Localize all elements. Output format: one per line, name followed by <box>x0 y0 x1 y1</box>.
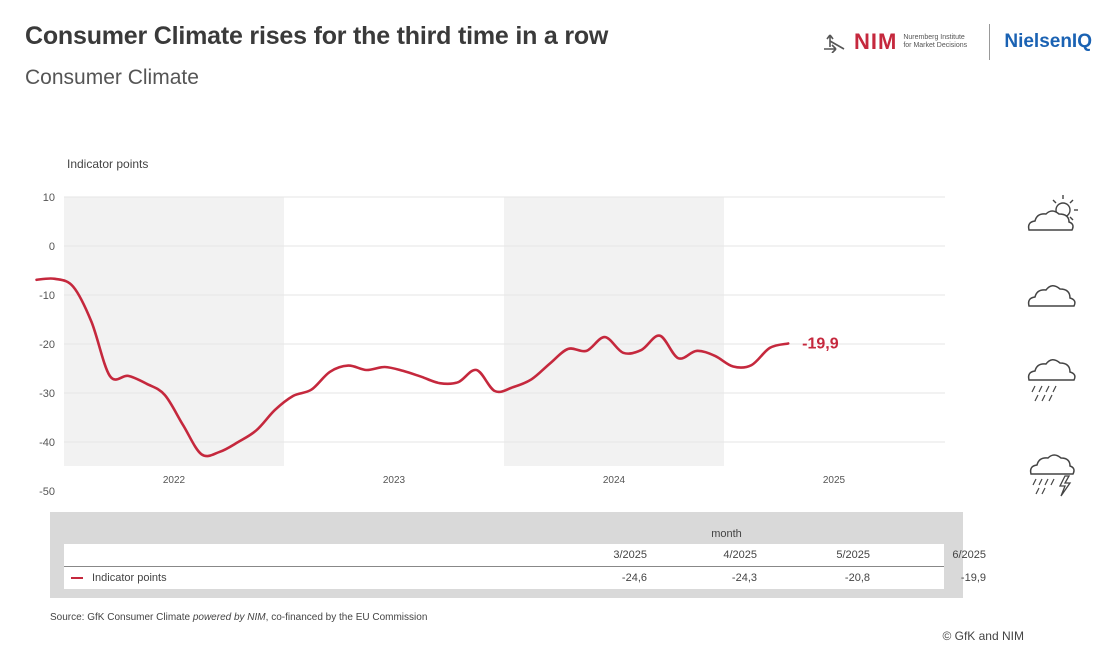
x-year-label: 2024 <box>603 475 626 486</box>
nim-subtitle-line1: Nuremberg Institute <box>903 34 965 41</box>
y-tick-label: 10 <box>43 192 55 204</box>
x-year-label: 2022 <box>163 475 186 486</box>
y-tick-label: 0 <box>49 241 55 253</box>
nim-arrow-icon <box>824 34 845 53</box>
source-note: Source: GfK Consumer Climate powered by … <box>50 612 427 623</box>
series-line-indicator-points <box>35 277 790 458</box>
source-prefix: Source: GfK Consumer Climate <box>50 612 193 623</box>
table-cell: -24,6 <box>621 572 647 584</box>
nim-logo: NIM Nuremberg Institute for Market Decis… <box>822 29 975 55</box>
y-tick-label: -30 <box>39 388 55 400</box>
legend-swatch <box>71 577 83 579</box>
y-tick-label: -50 <box>39 486 55 498</box>
table-header-row: 3/2025 4/2025 5/2025 6/2025 <box>64 544 986 567</box>
table-column-header: 5/2025 <box>836 549 870 561</box>
table-body: 3/2025 4/2025 5/2025 6/2025 Indicator po… <box>64 544 986 589</box>
end-value-label: -19,9 <box>802 336 839 353</box>
table-month-header: month <box>711 528 742 540</box>
table-column-header: 6/2025 <box>952 549 986 561</box>
table-row: Indicator points -24,6 -24,3 -20,8 -19,9 <box>64 567 986 589</box>
data-table: month 3/2025 4/2025 5/2025 6/2025 Indica… <box>50 512 986 598</box>
x-year-label: 2023 <box>383 475 406 486</box>
cloud-icon <box>1027 285 1076 307</box>
table-cell: -20,8 <box>844 572 870 584</box>
nielseniq-logo: NielsenIQ <box>1004 31 1092 52</box>
nim-wordmark: NIM <box>854 29 898 54</box>
y-axis-label: Indicator points <box>67 157 149 171</box>
chart-title: Consumer Climate rises for the third tim… <box>25 22 609 50</box>
y-tick-label: -40 <box>39 437 55 449</box>
chart-subtitle: Consumer Climate <box>25 66 199 89</box>
nim-subtitle: Nuremberg Institute for Market Decisions <box>903 34 975 50</box>
table-column-header: 4/2025 <box>723 549 757 561</box>
logo-divider <box>989 24 991 60</box>
table-cell: -19,9 <box>960 572 986 584</box>
nim-subtitle-line2: for Market Decisions <box>903 42 968 49</box>
x-year-label: 2025 <box>823 475 846 486</box>
source-suffix: , co-financed by the EU Commission <box>265 612 428 623</box>
table-cell: -24,3 <box>731 572 757 584</box>
sun-cloud-icon <box>1027 195 1078 231</box>
table-column-header: 3/2025 <box>613 549 647 561</box>
year-band-2024 <box>504 197 724 466</box>
year-band-2022 <box>64 197 284 466</box>
copyright: © GfK and NIM <box>942 629 1024 643</box>
table-row-label: Indicator points <box>92 572 167 584</box>
line-chart: 10 0 -10 -20 -30 -40 -50 2022 2023 2024 2025 -19,… <box>35 192 945 498</box>
y-tick-label: -20 <box>39 339 55 351</box>
y-tick-label: -10 <box>39 290 55 302</box>
source-italic: powered by NIM <box>192 612 266 623</box>
storm-cloud-icon <box>1029 454 1075 497</box>
logos: NIM Nuremberg Institute for Market Decis… <box>822 22 1092 62</box>
rain-cloud-icon <box>1027 359 1076 402</box>
